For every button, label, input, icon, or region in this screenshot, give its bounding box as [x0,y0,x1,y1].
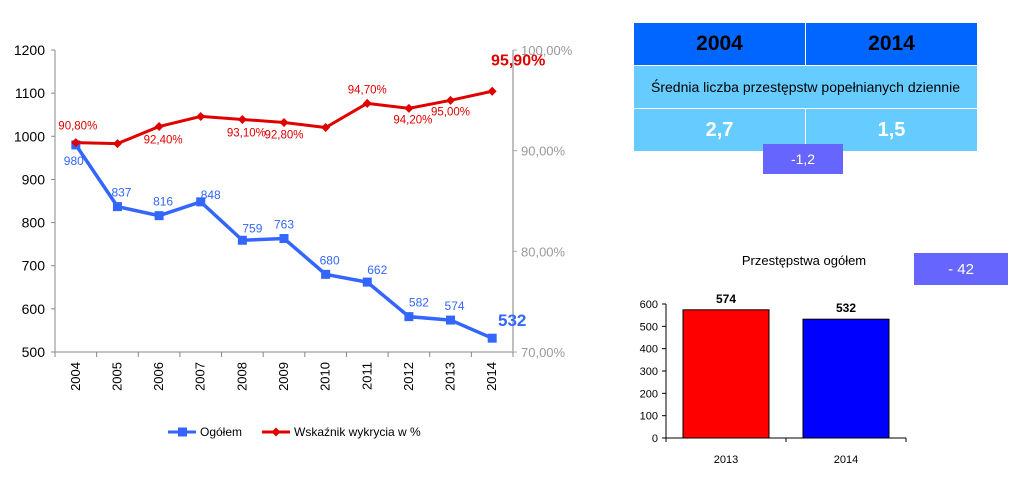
series-wskaznik-data-label: 94,70% [348,84,387,96]
bar-y-axis-tick-label: 500 [640,321,658,333]
bar-x-axis-tick-label: 2014 [834,454,858,466]
series-ogolem-data-label: 582 [409,296,429,310]
bar-y-axis-tick-label: 0 [652,433,658,445]
bar-y-axis-tick-label: 200 [640,388,658,400]
bar-chart-title: Przestępstwa ogółem [742,253,866,268]
series-ogolem-point [446,315,456,325]
series-ogolem-data-label: 763 [274,218,294,232]
bar-value-label: 574 [716,292,736,306]
x-axis-tick-label: 2006 [151,362,166,391]
series-wskaznik-data-label: 92,40% [144,135,183,147]
series-ogolem-point [321,269,331,279]
table-description: Średnia liczba przestępstw popełnianych … [633,65,978,109]
series-wskaznik-point [446,95,456,105]
left-axis-tick-label: 500 [22,344,46,360]
series-ogolem-point [279,234,289,244]
right-axis-tick-label: 90,00% [521,144,566,159]
series-ogolem-point [237,235,247,245]
bar-y-axis-tick-label: 300 [640,366,658,378]
series-wskaznik-point [112,139,122,149]
series-ogolem-point [196,197,206,207]
x-axis-tick-label: 2012 [401,362,416,391]
left-axis-tick-label: 1100 [15,85,45,101]
left-axis-tick-label: 800 [22,215,46,231]
right-axis-tick-label: 80,00% [521,244,566,259]
daily-crime-table: 2004 2014 Średnia liczba przestępstw pop… [633,22,978,152]
series-wskaznik-point [404,103,414,113]
left-axis-tick-label: 1200 [14,42,45,58]
bar-y-axis-tick-label: 600 [640,299,658,311]
bar-value-label: 532 [836,301,856,315]
series-ogolem-data-label: 574 [445,299,465,313]
line-chart: 500 600 700 800 900 1000 1100 1200 70,00% 80,00% 9… [14,42,573,439]
x-axis-tick-label: 2004 [68,362,83,391]
left-axis-tick-label: 700 [22,258,46,274]
left-axis-tick-label: 600 [22,301,46,317]
x-axis-tick-label: 2008 [234,362,249,391]
series-wskaznik-point [154,122,164,132]
x-axis-tick-label: 2010 [318,362,333,391]
legend-ogolem-marker [178,427,187,437]
bar-2013 [682,309,770,439]
bar-y-axis-tick-label: 100 [640,411,658,423]
year-a-header: 2004 [633,22,806,66]
legend-ogolem-label: Ogółem [200,425,242,439]
series-wskaznik-point [196,111,206,121]
bar-2014 [802,318,890,439]
series-wskaznik-data-label: 92,80% [264,129,303,141]
difference-badge: -1,2 [763,144,843,174]
series-ogolem-point [154,211,164,221]
series-wskaznik-data-label: 94,20% [393,114,432,126]
series-ogolem-data-label: 532 [498,311,526,330]
series-ogolem-data-label: 980 [64,154,84,168]
legend-wskaznik-label: Wskaźnik wykrycia w % [294,425,421,439]
series-ogolem-data-label: 680 [320,253,340,267]
series-ogolem-point [404,312,414,322]
series-wskaznik-point [279,117,289,127]
x-axis-tick-label: 2014 [484,362,499,391]
bar-chart: Przestępstwa ogółem 0 100 200 300 400 500 600 57… [640,253,907,466]
series-ogolem-data-label: 816 [153,195,173,209]
x-axis-tick-label: 2013 [443,362,458,391]
series-wskaznik-point [321,123,331,133]
series-wskaznik-point [71,138,81,148]
series-ogolem-point [112,202,122,212]
year-b-header: 2014 [805,22,978,66]
series-wskaznik-data-label: 95,00% [431,106,470,118]
left-axis-tick-label: 900 [22,171,46,187]
series-ogolem-point [362,277,372,287]
series-ogolem-data-label: 759 [242,221,262,235]
series-ogolem-data-label: 662 [367,263,387,277]
series-wskaznik-data-label: 90,80% [58,121,97,133]
legend-wskaznik-marker [271,427,281,437]
bar-x-axis-tick-label: 2013 [714,454,738,466]
series-wskaznik-point [362,98,372,108]
series-wskaznik-point [487,86,497,96]
total-difference-badge: - 42 [914,253,1008,285]
x-axis-tick-label: 2009 [276,362,291,391]
series-ogolem-point [487,333,497,343]
series-wskaznik-data-label: 93,10% [227,127,266,139]
series-wskaznik-data-label: 95,90% [491,52,545,69]
x-axis-tick-label: 2005 [109,362,124,391]
series-ogolem-data-label: 848 [201,188,221,202]
x-axis-tick-label: 2007 [193,362,208,391]
series-ogolem-data-label: 837 [111,186,131,200]
right-axis-tick-label: 100,00% [521,43,573,58]
series-wskaznik-point [237,114,247,124]
bar-y-axis-tick-label: 400 [640,344,658,356]
left-axis-tick-label: 1000 [14,128,45,144]
right-axis-tick-label: 70,00% [521,345,566,360]
x-axis-tick-label: 2011 [359,362,374,390]
